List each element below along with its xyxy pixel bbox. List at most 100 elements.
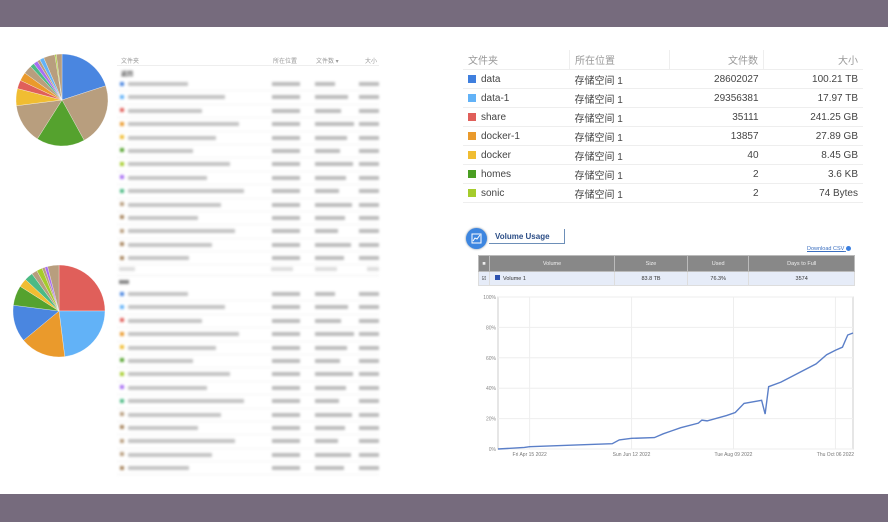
table-row[interactable]: ☑ Volume 1 83.8 TB 76.3% 3574	[478, 271, 855, 286]
folder-color-icon	[468, 131, 476, 140]
table-row[interactable]	[117, 212, 379, 226]
table-row[interactable]	[117, 342, 379, 355]
folder-count: 35111	[669, 107, 764, 127]
y-tick-label: 80%	[486, 325, 497, 331]
table-row[interactable]	[117, 78, 379, 92]
folder-table-blurred-2	[117, 263, 379, 476]
folder-location: 存储空间 1	[569, 126, 670, 146]
col-folder: 文件夹	[121, 59, 140, 65]
pie-slice[interactable]	[58, 310, 106, 357]
table-row[interactable]: docker-1 存储空间 1 13857 27.89 GB	[463, 126, 863, 146]
table-row[interactable]	[117, 395, 379, 409]
table-row[interactable]	[117, 145, 379, 159]
col-used: Used	[687, 255, 750, 272]
col-count[interactable]: 文件数 ▾	[316, 59, 339, 65]
volume-days-to-full: 3574	[748, 271, 855, 286]
back-link[interactable]: 返回	[121, 72, 134, 78]
col-volume: Volume	[489, 255, 615, 272]
table-row[interactable]	[117, 382, 379, 396]
col-size: Size	[613, 255, 689, 272]
usage-line	[497, 332, 854, 450]
col-location[interactable]: 所在位置	[273, 59, 298, 65]
table-row[interactable]	[117, 91, 379, 105]
table-row[interactable]	[117, 355, 379, 369]
col-count[interactable]: 文件数	[669, 50, 764, 70]
table-row[interactable]	[117, 368, 379, 382]
col-size[interactable]: 大小	[763, 50, 863, 70]
volume-used: 76.3%	[687, 271, 750, 286]
pie-slice[interactable]	[23, 310, 65, 358]
table-row[interactable]	[117, 172, 379, 186]
pie-slice[interactable]	[61, 85, 109, 141]
table-row[interactable]	[117, 315, 379, 329]
table-row[interactable]	[117, 132, 379, 145]
folder-count: 2	[669, 183, 764, 203]
folder-name: docker	[481, 149, 512, 161]
table-row[interactable]	[117, 239, 379, 253]
table-row[interactable]	[117, 409, 379, 422]
table-row[interactable]	[117, 185, 379, 199]
folder-location: 存储空间 1	[569, 164, 670, 184]
table-row[interactable]	[117, 449, 379, 463]
table-row[interactable]: homes 存储空间 1 2 3.6 KB	[463, 164, 863, 184]
table-row[interactable]	[117, 158, 379, 172]
top-bar	[0, 0, 888, 27]
y-tick-label: 100%	[483, 295, 496, 301]
table-row[interactable]	[117, 118, 379, 132]
table-row[interactable]	[117, 199, 379, 212]
folder-size: 17.97 TB	[763, 88, 863, 108]
y-tick-label: 20%	[486, 417, 497, 423]
table-row[interactable]	[117, 462, 379, 476]
pie-slice[interactable]	[47, 264, 60, 312]
download-csv-link[interactable]: Download CSV	[807, 246, 851, 252]
table-row[interactable]	[117, 252, 379, 266]
folder-count: 29356381	[669, 88, 764, 108]
row-checkbox[interactable]: ☑	[478, 271, 490, 286]
pie-slice[interactable]	[61, 53, 106, 101]
col-folder[interactable]: 文件夹	[463, 50, 570, 70]
folder-size: 27.89 GB	[763, 126, 863, 146]
table-header: 文件夹 所在位置 文件数 大小	[463, 50, 863, 70]
col-location[interactable]: 所在位置	[568, 50, 670, 70]
table-row[interactable]	[117, 435, 379, 449]
table-row[interactable]	[117, 422, 379, 436]
volume-table: ■ Volume Size Used Days to Full ☑ Volume…	[478, 255, 855, 286]
pie-slice[interactable]	[56, 53, 63, 101]
table-row[interactable]: data-1 存储空间 1 29356381 17.97 TB	[463, 88, 863, 108]
folder-location: 存储空间 1	[569, 88, 670, 108]
folder-count: 28602027	[669, 69, 764, 89]
table-row[interactable]	[117, 301, 379, 315]
folder-color-icon	[468, 169, 476, 178]
table-row[interactable]: share 存储空间 1 35111 241.25 GB	[463, 107, 863, 127]
download-icon	[845, 246, 851, 251]
table-row[interactable]: sonic 存储空间 1 2 74 Bytes	[463, 183, 863, 203]
folder-table: 文件夹 所在位置 文件数 大小 data 存储空间 1 28602027 100.21…	[463, 50, 863, 203]
x-tick-label: Fri Apr 15 2022	[513, 452, 547, 458]
folder-name: docker-1	[481, 130, 520, 142]
folder-name: sonic	[481, 187, 505, 199]
select-all-checkbox[interactable]: ■	[478, 255, 490, 272]
table-row[interactable]	[117, 288, 379, 302]
table-row[interactable]	[117, 105, 379, 119]
folder-count: 2	[669, 164, 764, 184]
pie-slice[interactable]	[37, 99, 85, 147]
folder-size: 241.25 GB	[763, 107, 863, 127]
folder-size: 3.6 KB	[763, 164, 863, 184]
folder-size: 8.45 GB	[763, 145, 863, 165]
bottom-bar	[0, 494, 888, 522]
col-days-to-full: Days to Full	[748, 255, 855, 272]
volume-usage-title: Volume Usage	[489, 229, 565, 244]
col-size[interactable]: 大小	[365, 59, 378, 65]
folder-color-icon	[468, 112, 476, 121]
folder-color-icon	[468, 188, 476, 197]
table-row[interactable]: data 存储空间 1 28602027 100.21 TB	[463, 69, 863, 89]
volume-size: 83.8 TB	[613, 271, 689, 286]
table-row[interactable]: docker 存储空间 1 40 8.45 GB	[463, 145, 863, 165]
table-row[interactable]	[117, 225, 379, 239]
volume-name: Volume 1	[503, 276, 526, 282]
pie-slice[interactable]	[58, 264, 106, 312]
volume-usage-chart: 0% 20% 40% 60% 80% 100% Fri Apr 15 2022 Sun Jun…	[483, 295, 854, 458]
folder-location: 存储空间 1	[569, 69, 670, 89]
folder-location: 存储空间 1	[569, 145, 670, 165]
table-row[interactable]	[117, 328, 379, 342]
